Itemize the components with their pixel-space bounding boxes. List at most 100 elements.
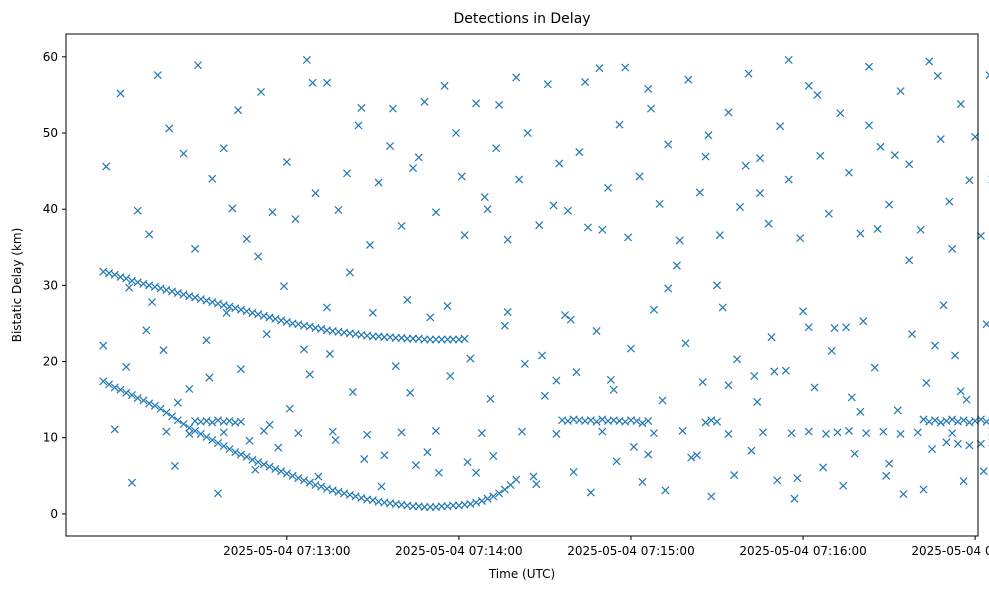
data-point-track-lower [185, 423, 194, 432]
data-point-clutter [692, 451, 701, 460]
data-point-clutter [460, 231, 469, 240]
data-point-clutter [856, 229, 865, 238]
data-point-clutter [202, 336, 211, 345]
data-point-clutter [735, 202, 744, 211]
data-point-track-upper [391, 333, 400, 342]
data-point-clutter [466, 354, 475, 363]
data-point-clutter [724, 381, 733, 390]
data-point-track-lower [99, 377, 108, 386]
data-point-track-upper [213, 299, 223, 308]
data-point-clutter [397, 221, 406, 230]
data-point-clutter [956, 100, 965, 109]
data-point-track-upper [219, 301, 228, 310]
data-point-clutter [228, 204, 237, 213]
data-point-track-lower [202, 432, 211, 441]
data-point-track-lower [191, 426, 200, 435]
data-point-clutter [672, 261, 681, 270]
data-point-band-10km [598, 427, 607, 436]
data-point-band-12km [965, 418, 974, 427]
data-point-track-lower [345, 490, 354, 499]
data-point-clutter [773, 476, 782, 485]
data-point-track-upper [202, 296, 211, 305]
data-point-track-lower [156, 404, 165, 413]
data-point-track-lower [322, 484, 332, 493]
data-point-band-10km [833, 428, 842, 437]
data-point-clutter [331, 435, 340, 445]
data-point-clutter [159, 346, 168, 355]
data-point-clutter [489, 451, 498, 461]
data-point-clutter [701, 152, 710, 161]
data-point-track-upper [208, 298, 217, 307]
data-point-track-lower [254, 458, 263, 467]
data-point-band-12km [208, 418, 217, 427]
data-point-clutter [776, 122, 785, 131]
data-point-track-lower [208, 435, 217, 445]
data-point-track-upper [139, 279, 148, 288]
data-point-clutter [365, 240, 375, 250]
data-point-band-12km [592, 417, 601, 426]
data-point-clutter [925, 57, 934, 66]
data-point-clutter [816, 151, 825, 160]
data-point-track-lower [408, 502, 418, 511]
data-point-band-12km [712, 417, 722, 426]
data-point-track-lower [127, 391, 136, 400]
data-point-clutter [870, 363, 879, 372]
data-point-clutter [148, 298, 157, 307]
data-point-clutter [285, 404, 294, 413]
data-point-track-lower [426, 503, 435, 512]
data-point-clutter [604, 183, 613, 192]
data-point-track-lower [133, 394, 142, 403]
data-point-clutter [305, 370, 314, 379]
data-point-clutter [127, 478, 136, 487]
data-point-track-lower [173, 416, 182, 425]
data-point-clutter [403, 295, 412, 304]
data-point-clutter [922, 378, 931, 387]
data-point-clutter [695, 188, 704, 197]
data-point-track-upper [271, 314, 280, 323]
data-point-clutter [804, 323, 813, 332]
data-point-track-upper [408, 334, 418, 343]
data-point-clutter [282, 157, 291, 167]
data-point-clutter [664, 284, 673, 293]
data-point-clutter [635, 172, 644, 181]
data-point-band-10km [879, 427, 888, 436]
data-point-clutter [314, 472, 323, 481]
data-point-clutter [664, 140, 673, 149]
data-point-track-upper [133, 278, 142, 287]
data-point-clutter [446, 372, 455, 381]
data-point-clutter [420, 97, 429, 106]
data-point-band-10km [185, 429, 194, 438]
data-point-track-upper [420, 335, 429, 344]
x-tick-label: 2025-05-04 07:13:00 [223, 544, 350, 558]
data-point-clutter [515, 175, 524, 184]
data-point-band-12km [598, 415, 607, 424]
data-point-clutter [492, 144, 501, 153]
data-point-clutter [322, 78, 332, 87]
y-tick-label: 30 [43, 278, 58, 292]
data-point-track-lower [294, 474, 303, 483]
axes-ticks: 2025-05-04 07:13:00 2025-05-04 07:14:00 20… [43, 50, 989, 558]
data-point-clutter [443, 301, 452, 310]
data-point-clutter [503, 235, 512, 244]
data-point-clutter [612, 457, 621, 466]
data-point-clutter [495, 100, 504, 109]
data-point-clutter [345, 268, 354, 277]
data-point-clutter [793, 474, 802, 483]
data-point-clutter [566, 315, 575, 324]
data-point-track-upper [173, 288, 182, 298]
data-point-clutter [684, 75, 693, 84]
data-point-track-lower [196, 429, 205, 438]
data-point-track-lower [162, 408, 171, 417]
data-point-track-lower [150, 401, 159, 410]
data-point-clutter [360, 455, 369, 464]
data-point-clutter [842, 323, 851, 332]
data-point-clutter [334, 205, 343, 214]
data-point-clutter [236, 365, 245, 374]
data-point-band-12km [644, 416, 653, 425]
data-point-clutter [730, 471, 739, 480]
data-point-clutter [598, 225, 607, 234]
data-point-band-12km [632, 416, 641, 425]
data-point-band-10km [162, 427, 171, 436]
data-point-track-lower [340, 489, 349, 498]
data-point-track-lower [116, 385, 125, 394]
